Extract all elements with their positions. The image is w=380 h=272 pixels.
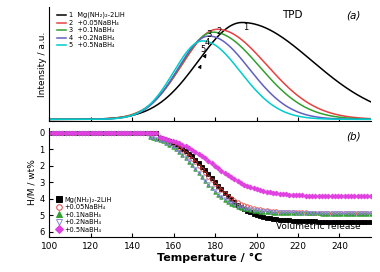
Legend: 1  Mg(NH₂)₂-2LiH, 2  +0.05NaBH₄, 3  +0.1NaBH₄, 4  +0.2NaBH₄, 5  +0.5NaBH₄: 1 Mg(NH₂)₂-2LiH, 2 +0.05NaBH₄, 3 +0.1NaB… [56, 11, 125, 49]
Mg(NH₂)₂-2LiH [368, 220, 373, 223]
+0.5NaBH₄ [342, 194, 347, 198]
+0.05NaBH₄ [122, 131, 126, 134]
+0.2NaBH₄ [368, 211, 373, 214]
Line: +0.05NaBH₄: +0.05NaBH₄ [48, 131, 372, 214]
+0.5NaBH₄ [239, 181, 243, 185]
+0.1NaBH₄ [342, 212, 347, 215]
+0.5NaBH₄ [212, 164, 217, 168]
Text: (a): (a) [347, 10, 361, 20]
+0.1NaBH₄ [352, 212, 356, 215]
+0.2NaBH₄ [212, 189, 217, 193]
Legend: Mg(NH₂)₂-2LiH, +0.05NaBH₄, +0.1NaBH₄, +0.2NaBH₄, +0.5NaBH₄: Mg(NH₂)₂-2LiH, +0.05NaBH₄, +0.1NaBH₄, +0… [56, 196, 112, 233]
Y-axis label: H/M / wt%: H/M / wt% [27, 159, 36, 205]
+0.1NaBH₄ [368, 212, 373, 215]
+0.05NaBH₄ [342, 211, 347, 214]
Mg(NH₂)₂-2LiH [109, 131, 113, 134]
Text: TPD: TPD [282, 10, 303, 20]
+0.5NaBH₄ [352, 194, 356, 198]
+0.2NaBH₄ [122, 131, 126, 134]
+0.5NaBH₄ [47, 131, 52, 134]
+0.2NaBH₄ [109, 131, 113, 134]
Text: 4: 4 [204, 38, 209, 47]
X-axis label: Temperature / °C: Temperature / °C [157, 253, 263, 263]
+0.1NaBH₄ [212, 190, 217, 193]
+0.2NaBH₄ [342, 211, 347, 214]
Line: Mg(NH₂)₂-2LiH: Mg(NH₂)₂-2LiH [48, 131, 372, 224]
+0.1NaBH₄ [47, 131, 52, 134]
+0.5NaBH₄ [109, 131, 113, 134]
+0.2NaBH₄ [47, 131, 52, 134]
Text: Volumetric release: Volumetric release [276, 222, 361, 231]
Text: 2: 2 [217, 27, 222, 36]
Mg(NH₂)₂-2LiH [212, 180, 217, 183]
Text: 5: 5 [200, 45, 205, 54]
+0.2NaBH₄ [239, 205, 243, 209]
+0.05NaBH₄ [212, 182, 217, 186]
Mg(NH₂)₂-2LiH [342, 220, 347, 223]
Text: (b): (b) [346, 131, 361, 141]
+0.5NaBH₄ [368, 194, 373, 198]
+0.05NaBH₄ [239, 202, 243, 205]
Mg(NH₂)₂-2LiH [47, 131, 52, 134]
Text: 3: 3 [206, 30, 212, 39]
Text: 1: 1 [244, 23, 249, 32]
Line: +0.2NaBH₄: +0.2NaBH₄ [48, 131, 372, 214]
+0.5NaBH₄ [122, 131, 126, 134]
+0.1NaBH₄ [239, 206, 243, 209]
+0.05NaBH₄ [47, 131, 52, 134]
Line: +0.5NaBH₄: +0.5NaBH₄ [48, 131, 372, 198]
Mg(NH₂)₂-2LiH [239, 205, 243, 208]
+0.2NaBH₄ [352, 211, 356, 214]
+0.1NaBH₄ [109, 131, 113, 134]
Y-axis label: Intensity / a.u.: Intensity / a.u. [38, 31, 47, 97]
Mg(NH₂)₂-2LiH [122, 131, 126, 134]
+0.1NaBH₄ [122, 131, 126, 134]
+0.05NaBH₄ [109, 131, 113, 134]
+0.05NaBH₄ [352, 211, 356, 214]
Mg(NH₂)₂-2LiH [352, 220, 356, 223]
+0.05NaBH₄ [368, 211, 373, 214]
Line: +0.1NaBH₄: +0.1NaBH₄ [48, 131, 372, 215]
